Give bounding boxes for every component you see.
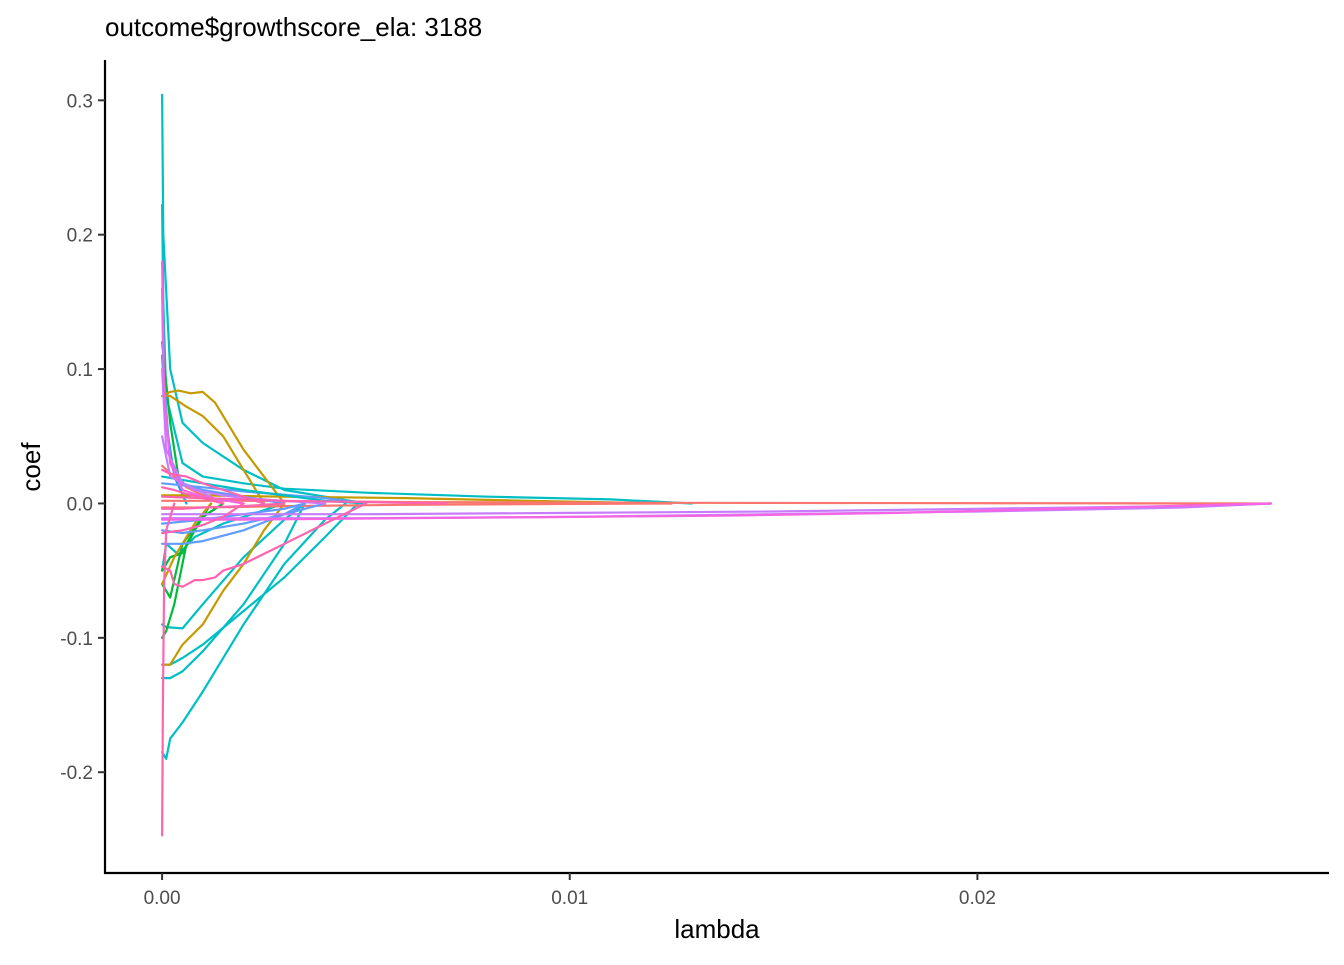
x-axis-ticks: 0.00 0.01 0.02 xyxy=(144,873,996,909)
series-group xyxy=(161,93,1273,837)
series-line-v03 xyxy=(161,502,347,760)
series-line-v02 xyxy=(161,204,694,505)
y-axis-ticks: 0.3 0.2 0.1 0.0 -0.1 -0.2 xyxy=(60,91,105,784)
series-line-v15 xyxy=(161,502,286,666)
series-line-v33 xyxy=(161,502,176,837)
y-tick-label: 0.3 xyxy=(67,91,93,112)
x-tick-label: 0.00 xyxy=(144,888,181,909)
x-axis-title: lambda xyxy=(674,914,760,944)
series-line-v36 xyxy=(161,502,245,535)
series-line-v14 xyxy=(161,394,266,505)
x-tick-label: 0.01 xyxy=(551,888,588,909)
x-tick-label: 0.02 xyxy=(959,888,996,909)
chart-title: outcome$growthscore_ela: 3188 xyxy=(105,12,482,42)
series-line-v13 xyxy=(161,389,286,505)
series-line-v38 xyxy=(161,502,286,510)
series-line-v01 xyxy=(161,93,367,505)
series-line-v23 xyxy=(161,502,327,535)
series-line-v05 xyxy=(161,502,359,666)
series-line-v21 xyxy=(161,287,286,505)
y-tick-label: 0.2 xyxy=(67,226,93,247)
y-tick-label: 0.1 xyxy=(67,360,93,381)
y-tick-label: -0.2 xyxy=(60,763,93,784)
y-tick-label: -0.1 xyxy=(60,629,93,650)
series-line-v37 xyxy=(161,495,449,505)
series-line-v39 xyxy=(161,486,225,505)
y-axis-title: coef xyxy=(16,442,46,492)
series-line-v35 xyxy=(161,468,266,505)
series-line-v32 xyxy=(161,502,1273,521)
y-tick-label: 0.0 xyxy=(67,494,93,515)
series-line-v34 xyxy=(161,502,367,588)
